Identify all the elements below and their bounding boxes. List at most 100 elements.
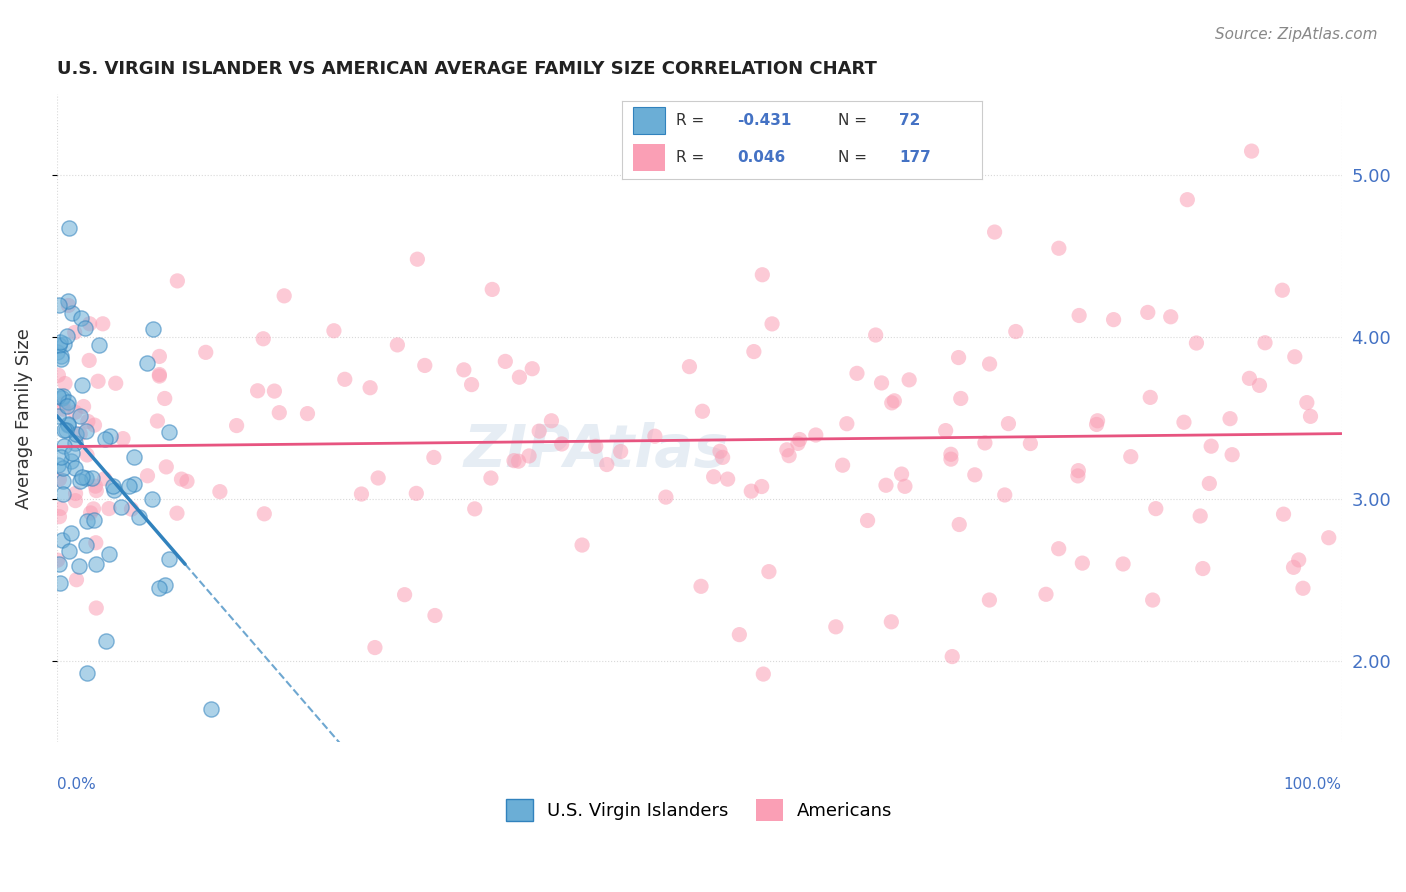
Point bbox=[87, 338, 110, 352]
Point bbox=[406, 252, 429, 267]
Point bbox=[350, 487, 373, 501]
Point bbox=[62, 446, 84, 460]
Point bbox=[75, 424, 97, 438]
Point bbox=[941, 649, 963, 664]
Point bbox=[1069, 309, 1091, 323]
Point bbox=[1144, 501, 1167, 516]
Point bbox=[65, 426, 87, 441]
Point bbox=[46, 409, 69, 424]
Point bbox=[1198, 476, 1220, 491]
Point bbox=[136, 468, 159, 483]
Point bbox=[703, 469, 725, 483]
Point bbox=[79, 506, 101, 520]
Point bbox=[481, 282, 503, 296]
Point bbox=[93, 472, 115, 486]
Point bbox=[297, 407, 319, 421]
Point bbox=[56, 329, 79, 343]
Point bbox=[1288, 553, 1310, 567]
Point bbox=[778, 449, 800, 463]
Point bbox=[1271, 283, 1294, 297]
Point bbox=[644, 429, 666, 443]
Point bbox=[69, 310, 91, 325]
Point bbox=[1249, 378, 1271, 392]
Point bbox=[208, 484, 231, 499]
Point bbox=[935, 424, 957, 438]
Point bbox=[48, 368, 70, 383]
Point bbox=[49, 501, 72, 516]
Point bbox=[1240, 144, 1263, 158]
Point bbox=[76, 448, 98, 462]
Point bbox=[1047, 241, 1070, 255]
Point bbox=[84, 535, 107, 549]
Point bbox=[52, 423, 75, 437]
Point bbox=[155, 459, 177, 474]
Point bbox=[273, 289, 295, 303]
Point bbox=[49, 335, 72, 350]
Point bbox=[846, 367, 869, 381]
Point bbox=[246, 384, 269, 398]
Point bbox=[585, 439, 607, 453]
Point bbox=[367, 471, 389, 485]
Point bbox=[522, 361, 544, 376]
Point bbox=[529, 424, 551, 438]
Point bbox=[979, 593, 1001, 607]
Point bbox=[83, 418, 105, 433]
Point bbox=[1047, 541, 1070, 556]
Point bbox=[322, 324, 344, 338]
Point bbox=[51, 349, 73, 363]
Point bbox=[51, 391, 73, 405]
Point bbox=[76, 414, 98, 428]
Point bbox=[405, 486, 427, 500]
Point bbox=[948, 517, 970, 532]
Point bbox=[200, 702, 222, 716]
Point bbox=[103, 483, 125, 497]
Text: Source: ZipAtlas.com: Source: ZipAtlas.com bbox=[1215, 27, 1378, 42]
Point bbox=[453, 363, 475, 377]
Point bbox=[894, 479, 917, 493]
Point bbox=[776, 442, 799, 457]
Point bbox=[153, 392, 176, 406]
Point bbox=[551, 437, 574, 451]
Point bbox=[1185, 336, 1208, 351]
Point bbox=[1219, 411, 1241, 425]
Text: ZIPAtlas: ZIPAtlas bbox=[464, 422, 728, 479]
Point bbox=[48, 557, 70, 571]
Point bbox=[1220, 448, 1243, 462]
Point bbox=[789, 433, 811, 447]
Point bbox=[1067, 464, 1090, 478]
Point bbox=[94, 634, 117, 648]
Point bbox=[53, 337, 76, 351]
Point bbox=[65, 493, 87, 508]
Point bbox=[76, 514, 98, 528]
Point bbox=[97, 547, 120, 561]
Point bbox=[55, 423, 77, 437]
Point bbox=[148, 368, 170, 382]
Point bbox=[1292, 581, 1315, 595]
Point bbox=[84, 479, 107, 493]
Point bbox=[1239, 371, 1261, 385]
Point bbox=[1272, 507, 1295, 521]
Point bbox=[58, 544, 80, 558]
Y-axis label: Average Family Size: Average Family Size bbox=[15, 328, 32, 508]
Point bbox=[141, 491, 163, 506]
Point bbox=[103, 479, 125, 493]
Point bbox=[153, 578, 176, 592]
Point bbox=[52, 397, 75, 411]
Point bbox=[503, 453, 526, 467]
Point bbox=[786, 436, 808, 450]
Point bbox=[939, 452, 962, 467]
Point bbox=[76, 665, 98, 680]
Point bbox=[875, 478, 897, 492]
Point bbox=[194, 345, 217, 359]
Point bbox=[655, 490, 678, 504]
Point bbox=[98, 429, 121, 443]
Point bbox=[84, 601, 107, 615]
Point bbox=[890, 467, 912, 481]
Point bbox=[84, 557, 107, 571]
Point bbox=[1035, 587, 1057, 601]
Point bbox=[1139, 390, 1161, 404]
Point bbox=[1067, 469, 1090, 483]
Point bbox=[60, 306, 83, 320]
Point bbox=[423, 450, 446, 465]
Point bbox=[540, 414, 562, 428]
